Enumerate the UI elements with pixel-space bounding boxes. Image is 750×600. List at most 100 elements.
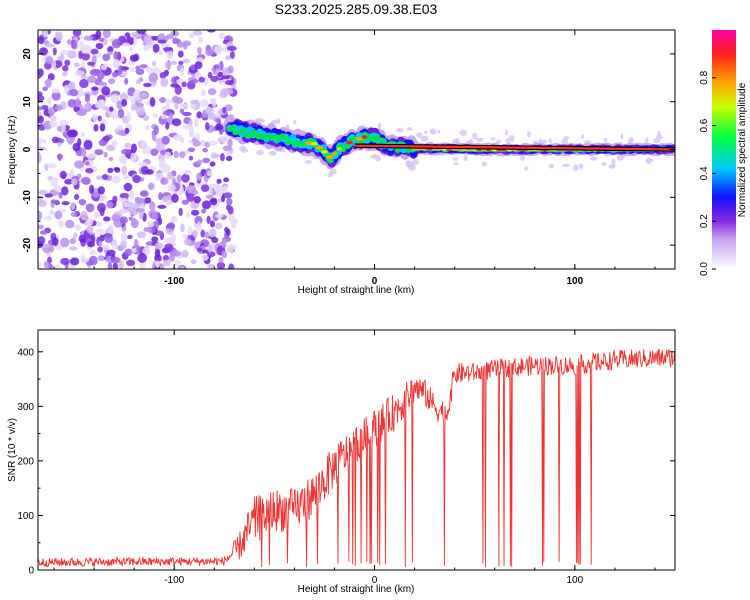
noise-speckle (187, 226, 193, 236)
noise-speckle (147, 220, 155, 228)
noise-speckle (177, 50, 184, 58)
noise-speckle (223, 192, 233, 199)
noise-speckle (42, 243, 51, 248)
noise-speckle (101, 174, 109, 181)
noise-speckle (603, 137, 608, 143)
noise-speckle (74, 224, 82, 231)
noise-speckle (171, 177, 176, 185)
noise-speckle (130, 104, 138, 111)
noise-speckle (122, 175, 129, 180)
noise-speckle (188, 32, 195, 39)
noise-speckle (85, 168, 94, 174)
noise-speckle (159, 263, 165, 269)
noise-speckle (159, 72, 167, 79)
noise-speckle (548, 138, 552, 144)
noise-speckle (226, 155, 233, 162)
noise-speckle (112, 59, 120, 68)
noise-speckle (226, 45, 237, 51)
noise-speckle (176, 174, 182, 183)
noise-speckle (192, 229, 198, 238)
noise-speckle (188, 155, 194, 161)
noise-speckle (160, 114, 167, 120)
noise-speckle (66, 39, 72, 45)
noise-speckle (173, 134, 182, 141)
noise-speckle (111, 39, 121, 49)
noise-speckle (124, 248, 133, 257)
noise-speckle (111, 140, 118, 147)
noise-speckle (67, 129, 77, 138)
noise-speckle (420, 135, 429, 142)
noise-speckle (166, 171, 173, 180)
noise-speckle (171, 215, 178, 224)
spectrogram-y-tick-label: 0 (22, 146, 33, 152)
noise-speckle (55, 31, 63, 42)
noise-speckle (224, 227, 229, 233)
noise-speckle (84, 93, 91, 103)
noise-speckle (68, 246, 78, 251)
noise-speckle (102, 245, 110, 250)
noise-speckle (166, 98, 171, 109)
noise-speckle (107, 51, 113, 56)
snr-ylabel: SNR (10 * v/v) (7, 418, 18, 482)
noise-speckle (118, 197, 128, 203)
noise-speckle (144, 125, 150, 131)
noise-speckle (126, 36, 134, 43)
noise-speckle (61, 201, 70, 206)
noise-speckle (217, 79, 226, 85)
noise-speckle (70, 211, 77, 217)
noise-speckle (81, 52, 91, 61)
noise-speckle (74, 98, 81, 108)
noise-speckle (170, 233, 177, 242)
noise-speckle (199, 139, 207, 147)
noise-speckle (118, 260, 124, 269)
noise-speckle (38, 68, 44, 77)
noise-speckle (256, 149, 265, 155)
noise-speckle (38, 110, 42, 117)
colorbar-tick-label: 0.8 (699, 70, 710, 84)
noise-speckle (201, 200, 212, 210)
noise-speckle (91, 113, 98, 122)
noise-speckle (645, 137, 649, 144)
noise-speckle (91, 86, 99, 91)
noise-speckle (540, 139, 548, 144)
noise-speckle (178, 207, 183, 217)
noise-speckle (72, 30, 82, 37)
noise-speckle (69, 169, 75, 177)
noise-speckle (208, 186, 213, 197)
noise-speckle (76, 109, 87, 116)
noise-speckle (135, 68, 145, 75)
noise-speckle (97, 186, 105, 195)
noise-speckle (216, 118, 221, 126)
noise-speckle (118, 64, 123, 75)
noise-speckle (143, 44, 150, 51)
noise-speckle (87, 61, 95, 66)
noise-speckle (222, 106, 227, 114)
signal-core-blob (320, 150, 329, 154)
signal-track-blob (373, 134, 380, 139)
noise-speckle (220, 135, 228, 143)
noise-speckle (215, 222, 223, 230)
noise-speckle (548, 163, 555, 169)
noise-speckle (190, 79, 199, 84)
noise-speckle (149, 201, 156, 211)
noise-speckle (78, 87, 84, 97)
noise-speckle (113, 51, 119, 60)
noise-speckle (143, 34, 152, 45)
noise-speckle (128, 216, 133, 221)
noise-speckle (42, 138, 47, 144)
noise-speckle (132, 174, 142, 184)
noise-speckle (154, 254, 162, 262)
noise-speckle (137, 161, 148, 167)
noise-speckle (51, 237, 59, 247)
noise-speckle (80, 254, 85, 264)
signal-core-blob (361, 135, 368, 139)
noise-speckle (157, 39, 167, 44)
noise-speckle (149, 97, 156, 107)
noise-speckle (201, 89, 206, 97)
noise-speckle (178, 60, 184, 65)
colorbar-tick-label: 0.6 (699, 118, 710, 132)
noise-speckle (61, 124, 66, 133)
snr-y-tick-label: 200 (17, 456, 34, 467)
noise-speckle (196, 159, 203, 165)
